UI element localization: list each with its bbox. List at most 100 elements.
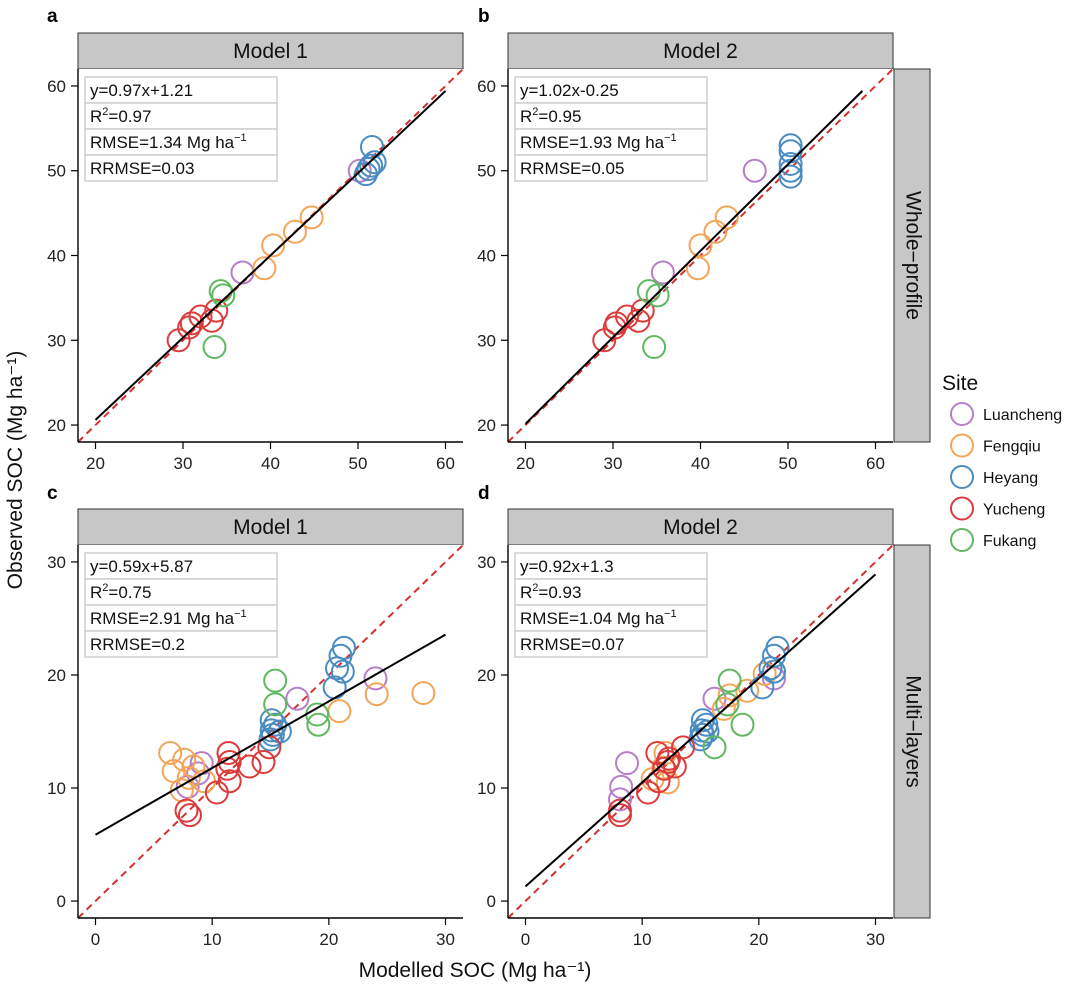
x-tick-label: 20 — [319, 930, 338, 949]
plot-area-d: 0 10 20 30 0 10 20 30 y=0.92x+1.3 R2=0.93 RMSE=1.0… — [477, 545, 893, 949]
y-tick-label: 0 — [487, 892, 496, 911]
x-tick-label: 50 — [779, 454, 798, 473]
data-point-fukang — [642, 335, 667, 360]
x-tick-label: 30 — [436, 930, 455, 949]
data-point-fengqiu — [688, 233, 713, 258]
stats-rrmse: RRMSE=0.03 — [90, 159, 194, 178]
data-point-luancheng — [609, 774, 634, 799]
row-strip-whole-profile — [893, 68, 931, 443]
data-point-fukang — [730, 712, 755, 737]
panel-label-d: d — [478, 483, 490, 504]
y-tick-label: 60 — [477, 77, 496, 96]
data-point-heyang — [325, 656, 349, 681]
x-tick-label: 10 — [633, 930, 652, 949]
data-point-yucheng — [626, 308, 651, 333]
stats-eq: y=1.02x-0.25 — [520, 81, 619, 100]
plot-area-a: 20 30 40 50 60 20 30 40 50 60 y=0.97x+1.21 R2=0.97 R… — [47, 69, 463, 473]
stats-box-rrmse — [84, 154, 278, 182]
data-point-fengqiu — [299, 205, 324, 230]
data-point-yucheng — [636, 780, 660, 805]
stats-box-rrmse — [514, 630, 708, 658]
panel-label-b: b — [478, 6, 490, 27]
x-axis-title: Modelled SOC (Mg ha⁻¹) — [359, 959, 592, 982]
stats-rrmse: RRMSE=0.2 — [90, 635, 185, 654]
stats-box-eq — [84, 552, 278, 580]
legend-items: Luancheng Fengqiu Heyang Yucheng Fukang — [950, 402, 1062, 552]
legend-marker-yucheng — [950, 496, 974, 521]
strip-d — [507, 508, 894, 546]
data-point-fengqiu — [176, 765, 201, 790]
x-tick-label: 0 — [91, 930, 100, 949]
y-tick-label: 50 — [477, 162, 496, 181]
data-point-heyang — [356, 157, 381, 182]
x-tick-label: 0 — [521, 930, 530, 949]
stats-box-eq — [514, 76, 708, 104]
data-point-yucheng — [179, 311, 204, 336]
stats-eq: y=0.59x+5.87 — [90, 557, 193, 576]
row-strip-label-whole-profile: Whole−profile — [901, 191, 924, 320]
data-point-heyang — [762, 659, 786, 684]
plot-marks-d — [508, 545, 893, 918]
data-point-fengqiu — [735, 678, 760, 703]
y-tick-label: 10 — [47, 779, 66, 798]
data-point-heyang — [695, 719, 720, 744]
panel-a: a Model 1 20 30 40 50 60 20 30 40 50 60 y=0.97x+1.… — [47, 6, 464, 473]
stats-eq: y=0.92x+1.3 — [520, 557, 614, 576]
x-tick-label: 40 — [691, 454, 710, 473]
data-point-yucheng — [188, 304, 213, 329]
stats-rrmse: RRMSE=0.07 — [520, 635, 624, 654]
y-tick-label: 20 — [477, 416, 496, 435]
data-point-heyang — [690, 708, 715, 733]
plot-marks-c — [78, 545, 463, 918]
y-tick-label: 20 — [47, 416, 66, 435]
plot-marks-a — [78, 69, 463, 442]
stats-box-rrmse — [84, 630, 278, 658]
stats-box-r2 — [84, 578, 278, 606]
stats-box-r2 — [514, 102, 708, 130]
stats-rmse: RMSE=1.04 Mg ha−1 — [520, 608, 677, 628]
y-tick-label: 10 — [477, 779, 496, 798]
stats-r2: R2=0.97 — [90, 106, 151, 126]
y-tick-label: 30 — [47, 331, 66, 350]
legend: Site Luancheng Fengqiu Heyang Yucheng Fukang — [942, 372, 1062, 552]
y-tick-label: 60 — [47, 77, 66, 96]
stats-rmse: RMSE=1.34 Mg ha−1 — [90, 132, 247, 152]
data-point-yucheng — [204, 298, 229, 323]
x-tick-label: 30 — [174, 454, 193, 473]
panel-d: d Model 2 0 10 20 30 0 10 20 30 y=0.92x+1.3 R2=0.… — [477, 483, 894, 949]
data-point-heyang — [778, 158, 803, 183]
data-point-heyang — [778, 151, 803, 176]
legend-marker-fengqiu — [950, 433, 974, 458]
data-point-fukang — [211, 283, 236, 308]
stats-box-rmse — [514, 128, 708, 156]
data-point-fengqiu — [252, 256, 277, 281]
x-tick-label: 20 — [86, 454, 105, 473]
x-tick-label: 40 — [261, 454, 280, 473]
plot-area-c: 0 10 20 30 0 10 20 30 y=0.59x+5.87 R2=0.75 RMSE=2.… — [47, 545, 463, 949]
data-point-luancheng — [363, 666, 388, 691]
x-tick-label: 20 — [749, 930, 768, 949]
strip-a — [77, 32, 464, 70]
y-tick-label: 50 — [47, 162, 66, 181]
data-point-luancheng — [347, 158, 372, 183]
x-tick-label: 10 — [203, 930, 222, 949]
legend-title: Site — [942, 372, 978, 395]
panel-label-a: a — [47, 6, 58, 27]
data-point-fukang — [702, 735, 727, 760]
data-point-yucheng — [608, 803, 632, 828]
data-point-heyang — [260, 722, 285, 747]
stats-box-rmse — [84, 604, 278, 632]
data-point-heyang — [778, 164, 803, 189]
data-point-fukang — [202, 335, 227, 360]
stats-eq: y=0.97x+1.21 — [90, 81, 193, 100]
stats-r2: R2=0.93 — [520, 582, 581, 602]
strip-b — [507, 32, 894, 70]
data-point-fengqiu — [685, 256, 710, 281]
data-point-yucheng — [237, 754, 262, 779]
x-tick-label: 20 — [516, 454, 535, 473]
data-point-yucheng — [204, 780, 229, 805]
data-point-yucheng — [615, 304, 639, 329]
stats-box-rmse — [514, 604, 708, 632]
panel-b: b Model 2 20 30 40 50 60 20 30 40 50 60 y=1.02x-0.… — [477, 6, 894, 473]
data-point-heyang — [258, 727, 283, 752]
